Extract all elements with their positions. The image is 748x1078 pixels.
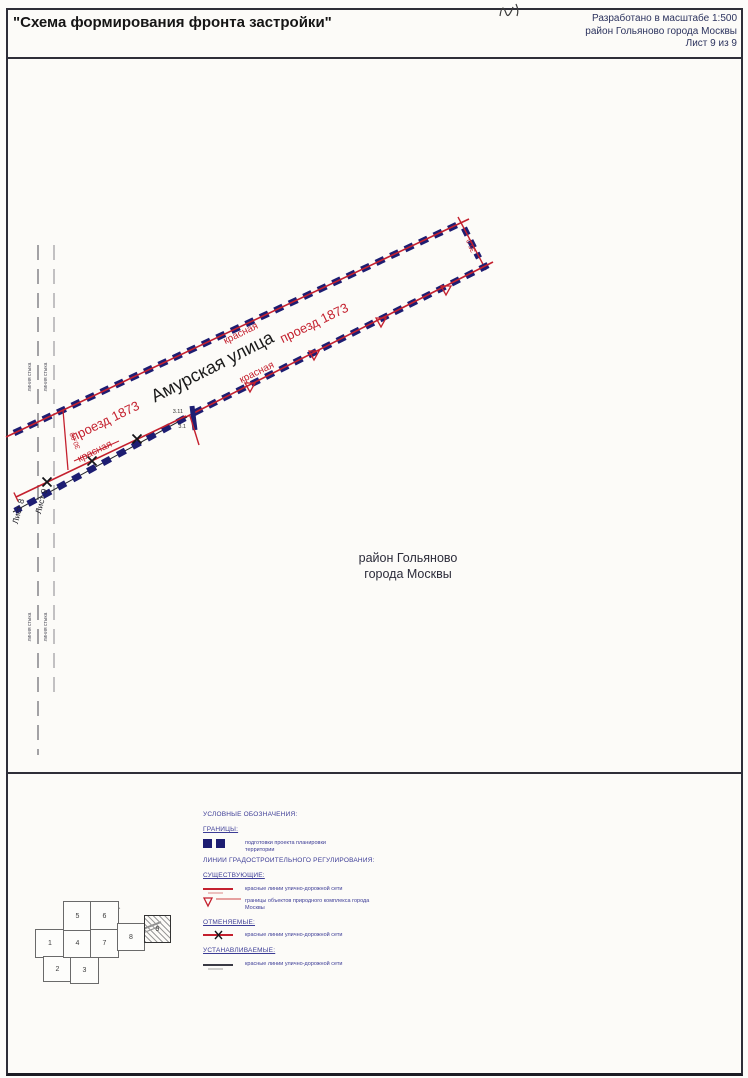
boundary-lower-left-dashes xyxy=(13,415,187,514)
district-note: район Гольяново города Москвы xyxy=(585,25,737,37)
legend-existing-nature-label: границы объектов природного комплекса го… xyxy=(245,898,370,911)
triangle-marker xyxy=(439,285,453,297)
boundary-square-swatch xyxy=(203,839,212,848)
black-line-lower-left xyxy=(12,416,188,513)
index-tile: 6 xyxy=(90,901,119,931)
legend-set-header: УСТАНАВЛИВАЕМЫЕ: xyxy=(203,947,276,954)
index-tile: 2 xyxy=(43,956,72,982)
existing-red-line-swatch xyxy=(203,888,233,890)
nature-boundary-markers xyxy=(243,285,453,394)
district-label-line2: города Москвы xyxy=(364,567,452,581)
x-mark xyxy=(41,476,53,488)
seam-label: линия стыка xyxy=(43,612,49,641)
legend-cancelled-red-lines-label: красные линии улично-дорожной сети xyxy=(245,932,343,938)
district-label: район Гольяново города Москвы xyxy=(328,550,488,582)
triangle-marker xyxy=(374,317,388,329)
index-tile: 8 xyxy=(117,923,145,951)
red-line-upper xyxy=(5,218,470,438)
triangle-marker xyxy=(203,897,214,908)
dimension-line-30 xyxy=(62,409,69,471)
boundary-square-swatch xyxy=(216,839,225,848)
nature-boundary-swatch xyxy=(203,897,241,908)
adjacent-sheet-label: Лист 9 xyxy=(33,487,49,515)
dimension-value: 35,0 xyxy=(466,238,478,253)
faded-annotation xyxy=(208,968,223,970)
cancel-x-marks xyxy=(41,433,143,488)
junction-red-drop xyxy=(189,415,200,446)
cancelled-line-end-tick xyxy=(13,492,19,502)
seam-label: линия стыка xyxy=(27,362,33,391)
legend-borders-header: ГРАНИЦЫ: xyxy=(203,826,239,833)
point-label: 3.1 xyxy=(178,424,186,430)
page-border xyxy=(6,8,743,1076)
legend-existing-header: СУЩЕСТВУЮЩИЕ: xyxy=(203,872,265,879)
district-label-line1: район Гольяново xyxy=(358,551,458,565)
red-line-cap xyxy=(457,216,487,271)
set-red-line-swatch xyxy=(203,964,233,966)
index-tile: 7 xyxy=(90,929,119,958)
header-divider xyxy=(6,57,743,59)
handwritten-mark xyxy=(499,3,519,17)
label-strikethrough xyxy=(73,440,120,462)
x-mark xyxy=(214,930,223,940)
index-tile: 3 xyxy=(70,956,99,984)
legend-existing-red-lines-label: красные линии улично-дорожной сети xyxy=(245,886,343,892)
map-bottom-divider xyxy=(6,772,743,774)
legend-lines-header: ЛИНИИ ГРАДОСТРОИТЕЛЬНОГО РЕГУЛИРОВАНИЯ: xyxy=(203,857,375,864)
sheet-number-note: Лист 9 из 9 xyxy=(685,38,737,49)
point-label: 3.11 xyxy=(173,409,183,415)
index-tile: 5 xyxy=(63,901,92,931)
legend-title: УСЛОВНЫЕ ОБОЗНАЧЕНИЯ: xyxy=(203,811,298,818)
scale-note: Разработано в масштабе 1:500 xyxy=(591,13,737,24)
seam-label: линия стыка xyxy=(43,362,49,391)
adjacent-sheet-label: Лист 8 xyxy=(10,497,26,525)
triangle-marker xyxy=(243,382,257,394)
index-tile: 4 xyxy=(63,929,92,958)
faded-annotation xyxy=(208,892,223,894)
index-tile-current: 9 xyxy=(144,915,171,943)
legend-set-red-lines-label: красные линии улично-дорожной сети xyxy=(245,961,343,967)
x-mark xyxy=(86,455,98,467)
cancelled-red-line-swatch xyxy=(203,930,233,940)
header-info-block: Разработано в масштабе 1:500 район Голья… xyxy=(585,13,737,51)
legend-cancelled-header: ОТМЕНЯЕМЫЕ: xyxy=(203,919,256,926)
triangle-marker xyxy=(307,350,321,362)
junction-blue-tick xyxy=(189,405,198,431)
legend-borders-item: подготовки проекта планировки территории xyxy=(245,840,326,853)
page-title: "Схема формирования фронта застройки" xyxy=(13,14,332,31)
x-mark xyxy=(131,433,143,445)
seam-label: линия стыка xyxy=(27,612,33,641)
index-tile: 1 xyxy=(35,929,65,958)
